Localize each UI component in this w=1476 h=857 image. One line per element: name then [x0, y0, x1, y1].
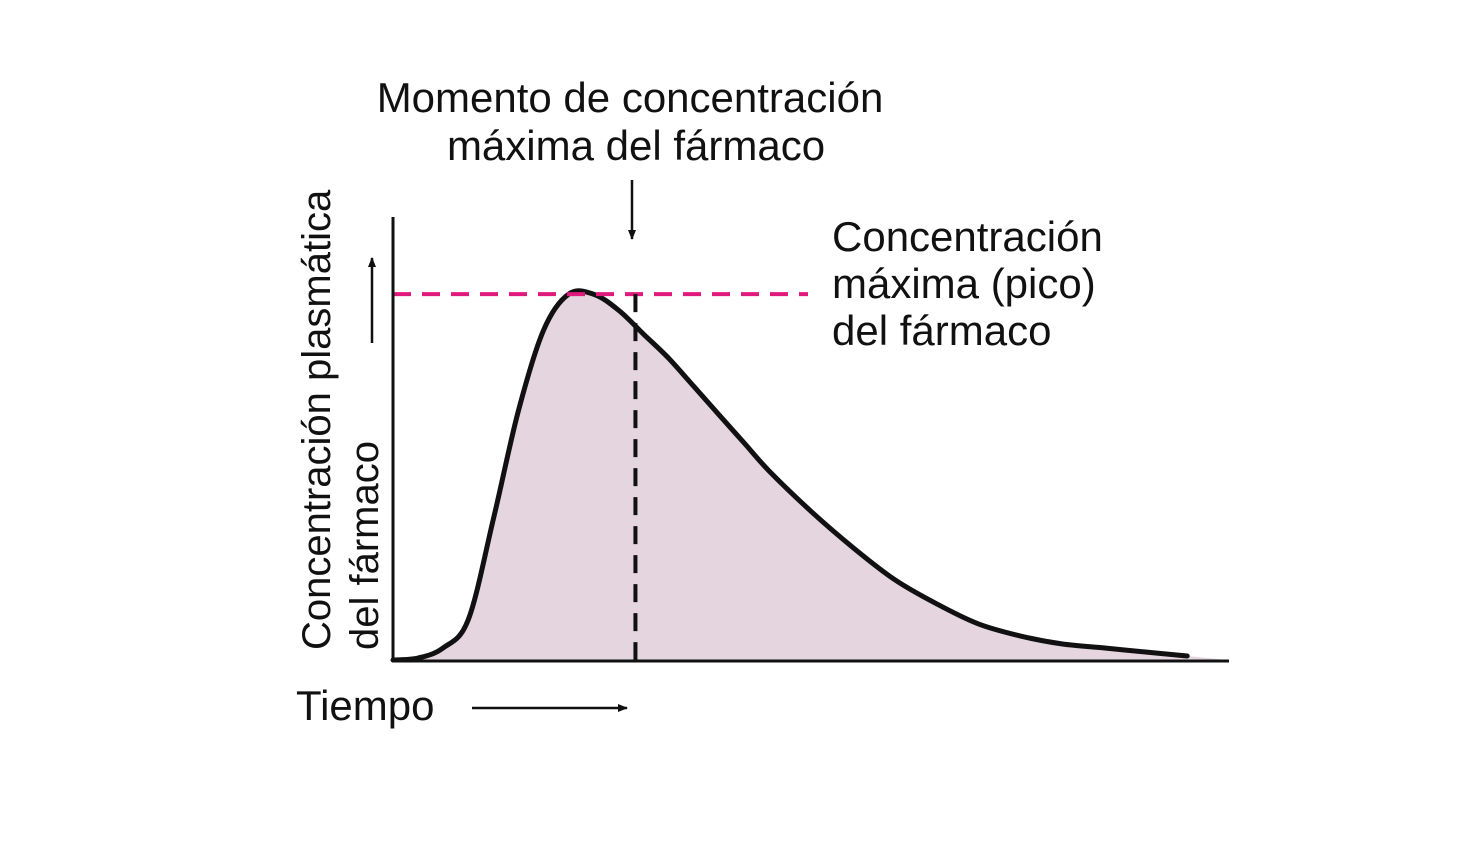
x-axis-label: Tiempo [296, 682, 435, 729]
peak-conc-annotation-line-3: del fármaco [832, 307, 1051, 354]
peak-time-annotation-line-2: máxima del fármaco [447, 122, 825, 169]
peak-conc-annotation-line-1: Concentración [832, 213, 1103, 260]
y-axis-label-line-2: del fármaco [343, 441, 387, 650]
peak-time-annotation-line-1: Momento de concentración [377, 74, 884, 121]
concentration-curve [390, 288, 1190, 663]
peak-conc-annotation-line-2: máxima (pico) [832, 260, 1096, 307]
y-axis-label-line-1: Concentración plasmática [295, 189, 339, 650]
area-under-curve [393, 290, 1228, 660]
